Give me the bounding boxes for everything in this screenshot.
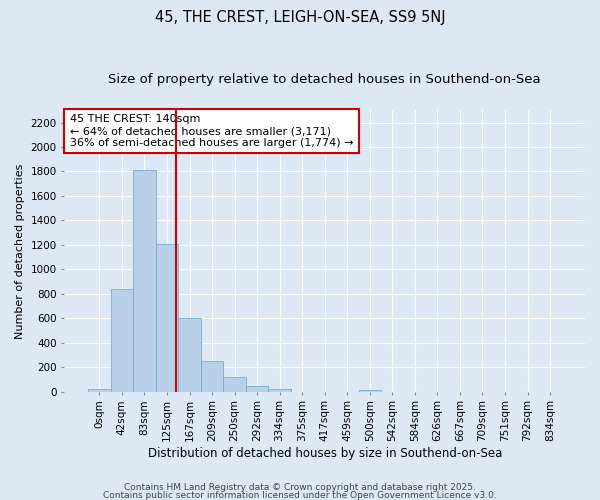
Bar xyxy=(178,318,201,392)
Bar xyxy=(246,386,268,392)
Text: Contains public sector information licensed under the Open Government Licence v3: Contains public sector information licen… xyxy=(103,490,497,500)
Text: 45, THE CREST, LEIGH-ON-SEA, SS9 5NJ: 45, THE CREST, LEIGH-ON-SEA, SS9 5NJ xyxy=(155,10,445,25)
Bar xyxy=(359,390,381,392)
Bar xyxy=(201,361,223,392)
Bar xyxy=(133,170,156,392)
Bar xyxy=(110,289,133,392)
Title: Size of property relative to detached houses in Southend-on-Sea: Size of property relative to detached ho… xyxy=(109,72,541,86)
Text: 45 THE CREST: 140sqm
← 64% of detached houses are smaller (3,171)
36% of semi-de: 45 THE CREST: 140sqm ← 64% of detached h… xyxy=(70,114,353,148)
Bar xyxy=(156,244,178,392)
Bar xyxy=(268,388,291,392)
Bar xyxy=(223,377,246,392)
Bar xyxy=(88,389,110,392)
Y-axis label: Number of detached properties: Number of detached properties xyxy=(15,164,25,338)
Text: Contains HM Land Registry data © Crown copyright and database right 2025.: Contains HM Land Registry data © Crown c… xyxy=(124,483,476,492)
X-axis label: Distribution of detached houses by size in Southend-on-Sea: Distribution of detached houses by size … xyxy=(148,447,502,460)
